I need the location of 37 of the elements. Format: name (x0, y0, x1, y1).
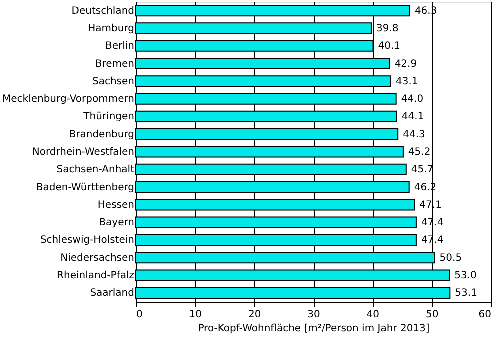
y-tick-label: Sachsen-Anhalt (56, 164, 135, 176)
y-tick-label: Rheinland-Pfalz (57, 270, 134, 282)
data-label: 39.8 (376, 23, 399, 34)
y-tick-label: Bremen (95, 58, 134, 70)
y-tick-label: Berlin (105, 41, 134, 52)
x-tick-label: 40 (366, 310, 380, 320)
data-label: 44.0 (401, 94, 424, 106)
data-label: 53.1 (455, 288, 478, 300)
data-label: 44.3 (403, 129, 426, 140)
y-tick-label: Mecklenburg-Vorpommern (2, 94, 134, 106)
y-tick-label: Thüringen (82, 112, 134, 123)
x-tick-label: 0 (136, 310, 143, 320)
y-tick-label: Nordrhein-Westfalen (32, 147, 134, 158)
y-tick-label: Sachsen (92, 76, 134, 88)
data-label: 42.9 (394, 58, 418, 70)
x-tick-label: 30 (308, 310, 320, 320)
data-label: 45.2 (408, 147, 431, 158)
x-tick-label: 20 (248, 310, 262, 320)
x-axis-title: Pro-Kopf-Wohnfläche [m²/Person im Jahr 2013] (198, 324, 430, 334)
data-label: 43.1 (396, 76, 418, 88)
y-tick-label: Hessen (98, 200, 134, 211)
x-tick-label: 50 (426, 310, 439, 320)
data-label: 44.1 (402, 112, 424, 123)
x-tick-label: 60 (478, 310, 492, 320)
data-label: 45.7 (411, 164, 434, 176)
y-tick-label: Hamburg (88, 23, 134, 34)
y-tick-label: Schleswig-Holstein (40, 235, 134, 246)
x-tick-label: 10 (189, 310, 202, 320)
data-label: 40.1 (378, 41, 401, 52)
y-tick-label: Deutschland (72, 6, 134, 17)
data-label: 53.0 (454, 270, 477, 282)
y-tick-label: Brandenburg (69, 129, 134, 140)
y-tick-label: Bayern (99, 218, 134, 229)
data-label: 50.5 (440, 252, 462, 264)
y-tick-label: Saarland (90, 288, 134, 300)
y-tick-label: Niedersachsen (60, 252, 134, 264)
y-tick-label: Baden-Württenberg (36, 182, 134, 194)
